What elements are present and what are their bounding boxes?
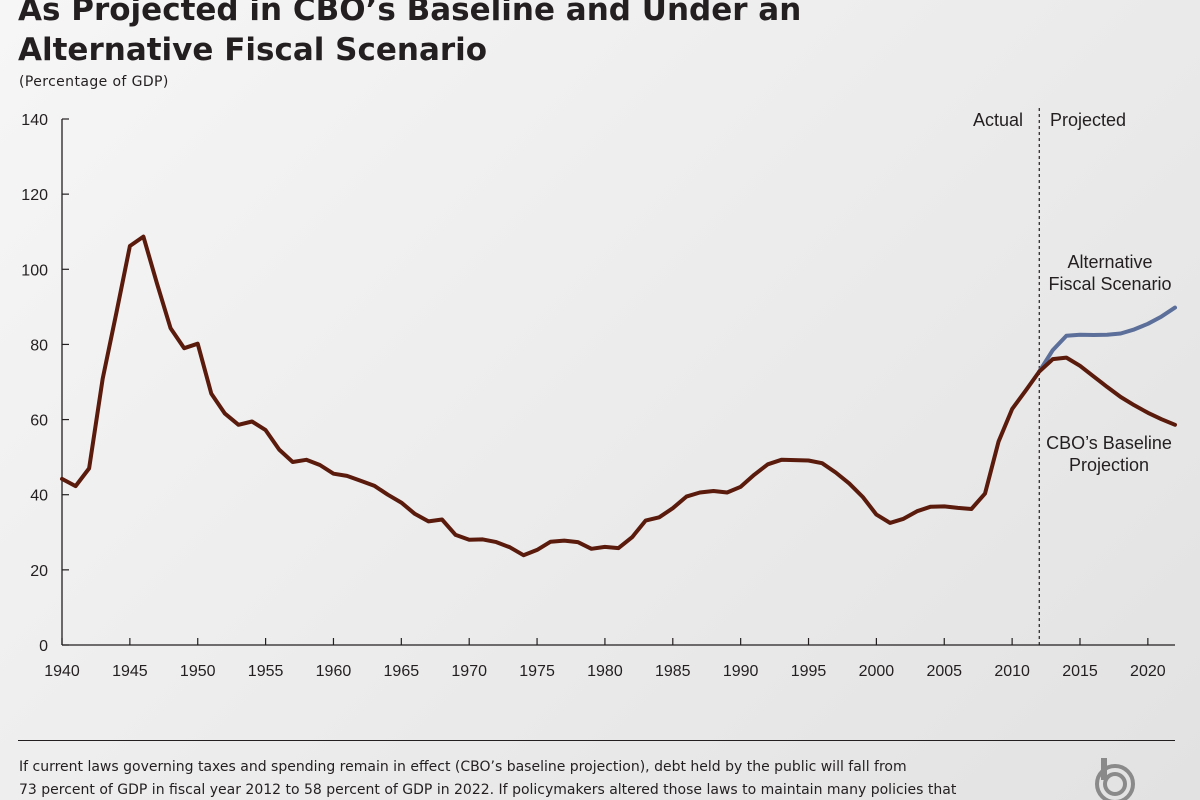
alternative-label-line-2: Fiscal Scenario xyxy=(1048,274,1171,294)
x-tick-label: 1980 xyxy=(587,663,623,680)
chart-axes: 0 20 40 60 80 100 120 140 1940 1945 1950 1955 1960 19… xyxy=(21,112,1175,680)
debt-chart: 0 20 40 60 80 100 120 140 1940 1945 1950 1955 1960 19… xyxy=(21,108,1177,680)
chart-annotations: Actual Projected Alternative Fiscal Scen… xyxy=(973,110,1172,475)
x-tick-label: 1960 xyxy=(316,663,352,680)
footnote-line-1: If current laws governing taxes and spen… xyxy=(19,759,907,775)
x-tick-label: 1945 xyxy=(112,663,148,680)
chart-title-line-2: Alternative Fiscal Scenario xyxy=(18,32,488,68)
x-tick-label: 1985 xyxy=(655,663,691,680)
x-tick-label: 2000 xyxy=(859,663,895,680)
x-tick-label: 1990 xyxy=(723,663,759,680)
y-tick-label: 60 xyxy=(30,413,48,430)
divider-label-actual: Actual xyxy=(973,110,1023,130)
chart-title: As Projected in CBO’s Baseline and Under… xyxy=(18,0,1118,70)
baseline-label-line-2: Projection xyxy=(1069,455,1149,475)
x-tick-label: 2010 xyxy=(994,663,1030,680)
x-tick-label: 1975 xyxy=(519,663,555,680)
chart-series xyxy=(60,234,1177,558)
divider-label-projected: Projected xyxy=(1050,110,1126,130)
y-tick-label: 140 xyxy=(21,112,48,129)
y-tick-label: 80 xyxy=(30,337,48,354)
chart-title-line-1: As Projected in CBO’s Baseline and Under… xyxy=(18,0,802,28)
footer-divider xyxy=(18,740,1175,741)
series-line-baseline xyxy=(60,234,1177,558)
y-tick-label: 20 xyxy=(30,563,48,580)
series-line-alternative xyxy=(1037,305,1177,374)
chart-footnote: If current laws governing taxes and spen… xyxy=(19,756,1039,800)
y-tick-label: 40 xyxy=(30,488,48,505)
alternative-label-line-1: Alternative xyxy=(1067,252,1152,272)
chart-subtitle: (Percentage of GDP) xyxy=(19,74,169,90)
x-tick-label: 2005 xyxy=(926,663,962,680)
x-tick-label: 1970 xyxy=(451,663,487,680)
x-tick-label: 1940 xyxy=(44,663,80,680)
cbo-logo-icon xyxy=(1092,758,1138,800)
baseline-label-line-1: CBO’s Baseline xyxy=(1046,433,1172,453)
x-tick-label: 1965 xyxy=(384,663,420,680)
x-tick-label: 1950 xyxy=(180,663,216,680)
y-tick-label: 120 xyxy=(21,187,48,204)
x-tick-label: 1955 xyxy=(248,663,284,680)
y-tick-label: 100 xyxy=(21,262,48,279)
x-tick-label: 1995 xyxy=(791,663,827,680)
x-tick-label: 2020 xyxy=(1130,663,1166,680)
footnote-line-2: 73 percent of GDP in fiscal year 2012 to… xyxy=(19,782,957,798)
x-tick-label: 2015 xyxy=(1062,663,1098,680)
y-tick-label: 0 xyxy=(39,638,48,655)
